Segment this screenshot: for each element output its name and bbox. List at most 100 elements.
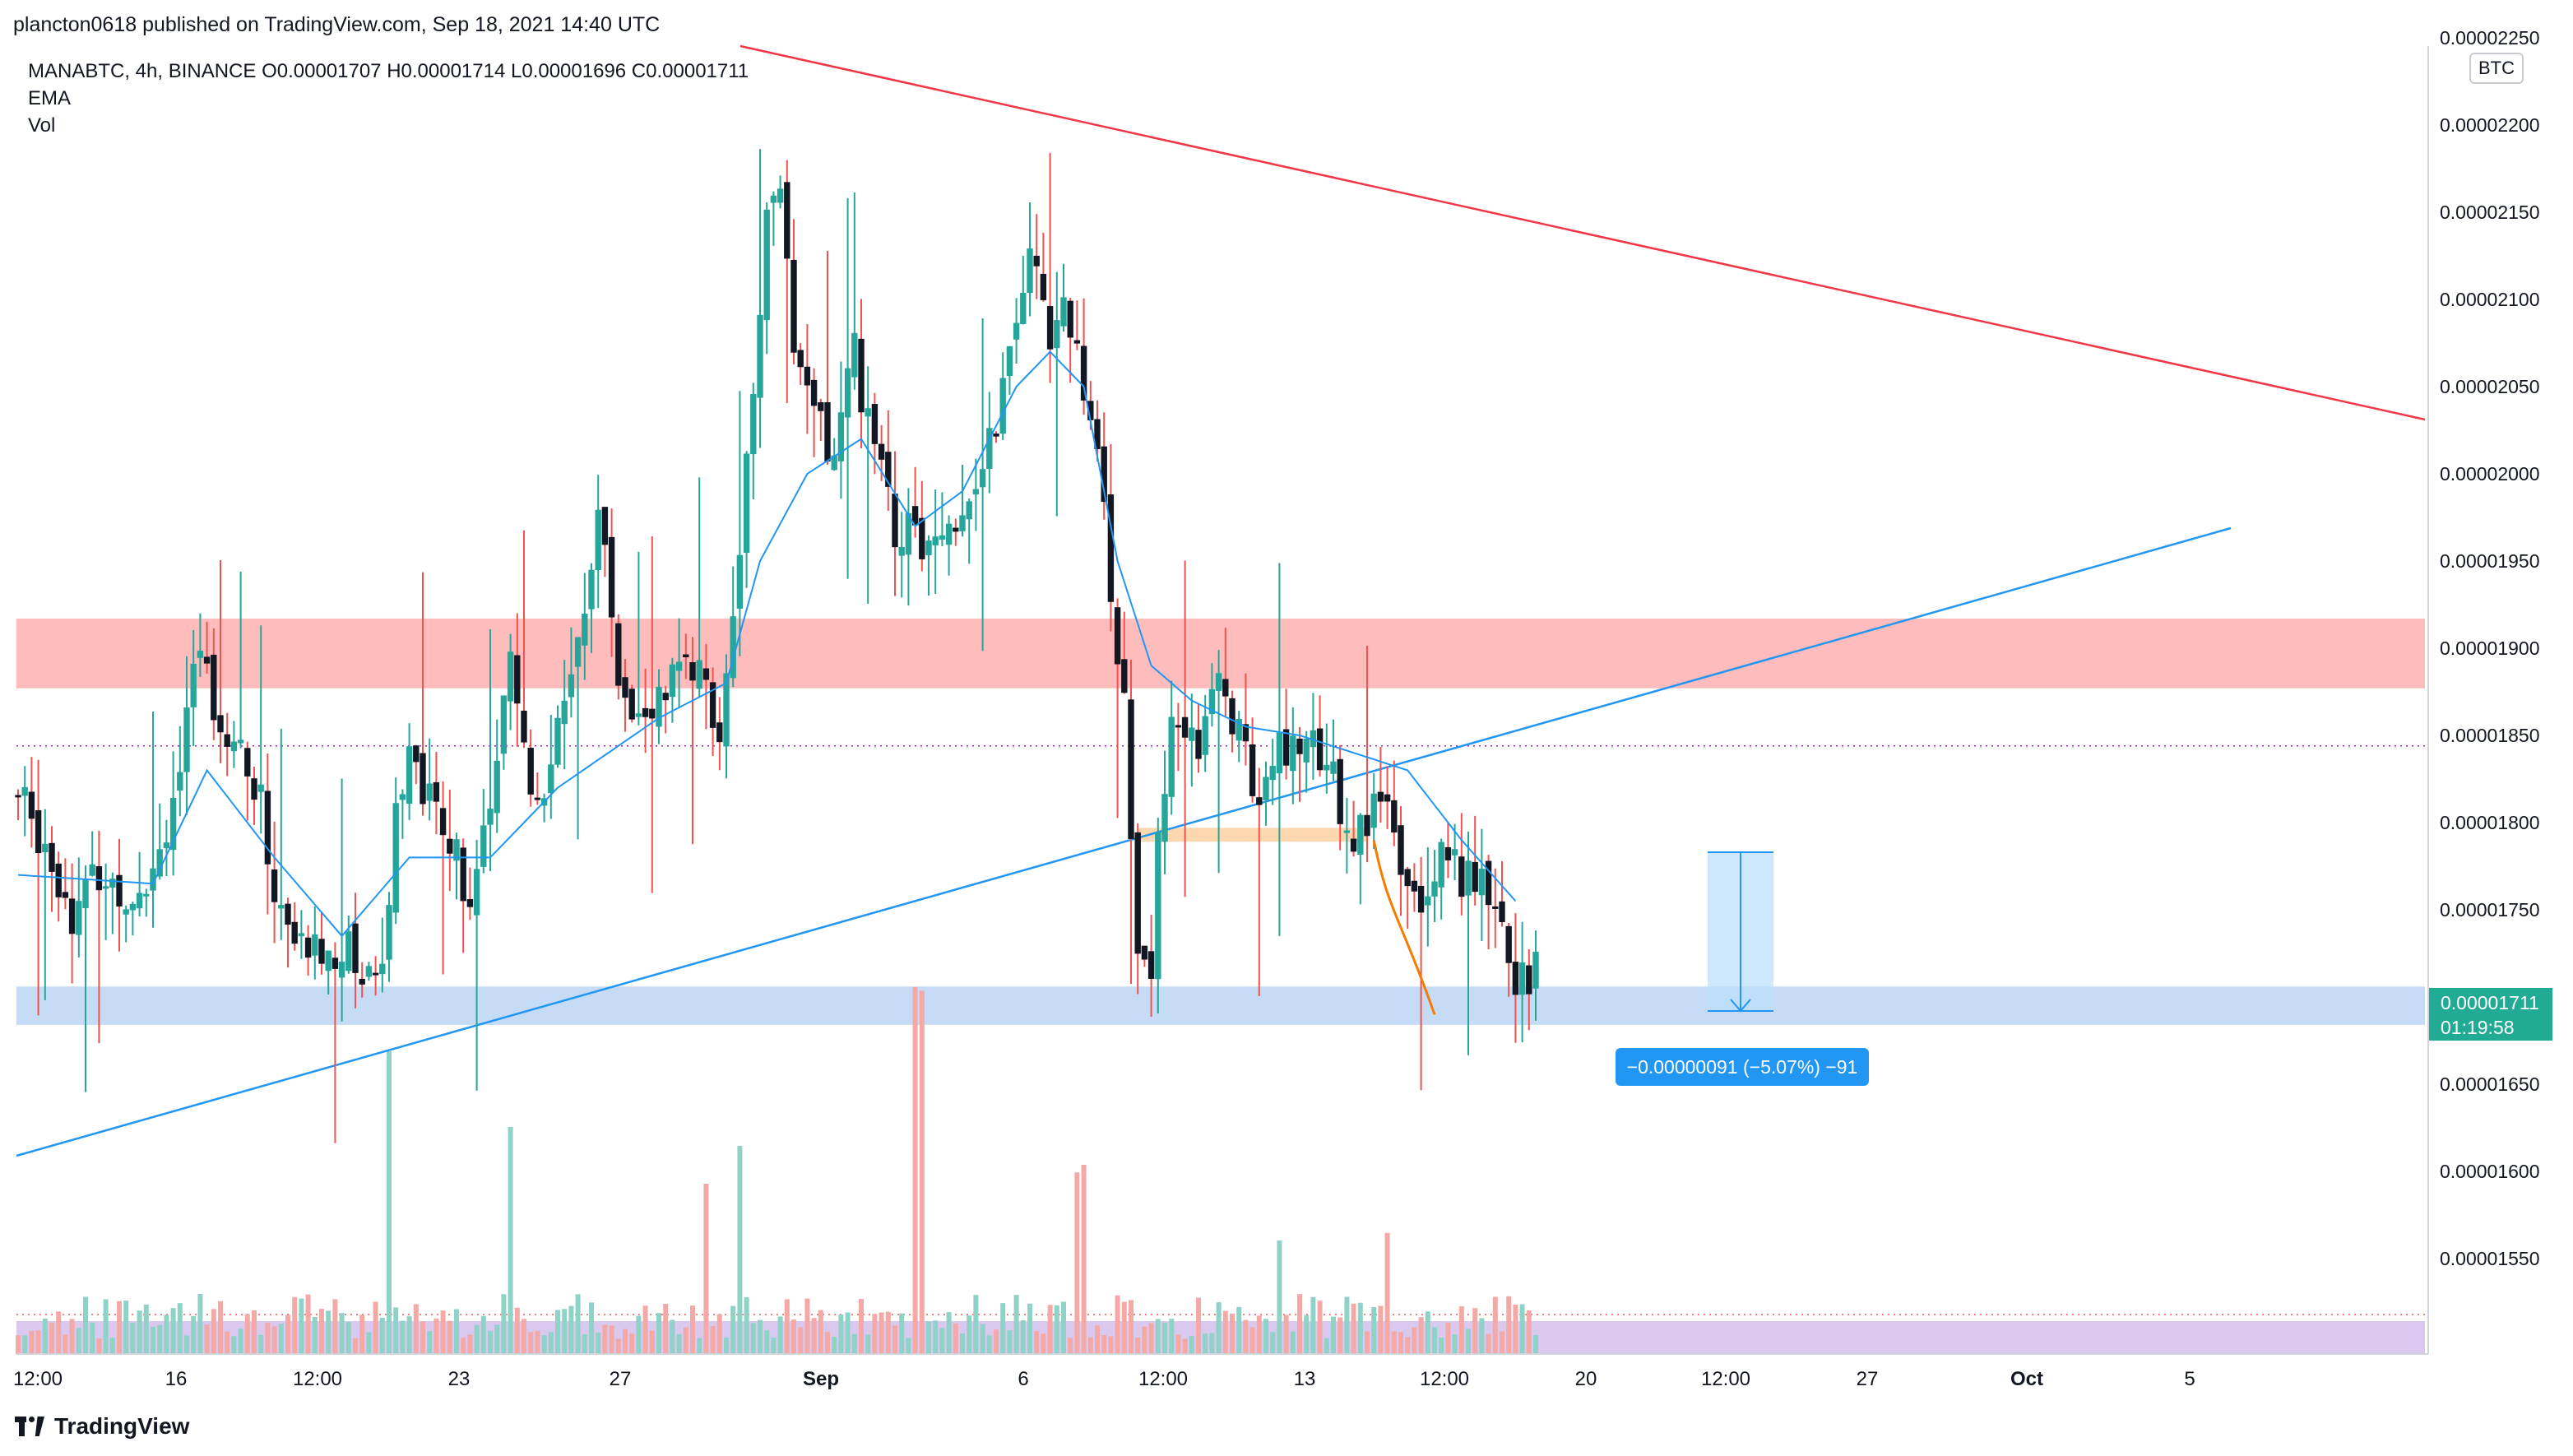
candle-body: [1438, 842, 1444, 888]
candle: [1215, 650, 1222, 874]
candle: [453, 832, 460, 900]
candle: [264, 753, 271, 915]
candle-body: [331, 958, 339, 969]
candle-body: [1384, 794, 1391, 802]
volume-bar: [63, 1334, 68, 1354]
volume-indicator-label[interactable]: Vol: [28, 114, 56, 137]
volume-bar: [480, 1315, 486, 1354]
candle: [447, 789, 453, 892]
volume-bar: [737, 1146, 743, 1354]
volume-bar: [615, 1338, 621, 1354]
volume-bar: [440, 1310, 446, 1354]
candle: [1121, 611, 1128, 694]
volume-bar: [56, 1311, 62, 1354]
candle-body: [1094, 419, 1101, 449]
volume-bar: [986, 1335, 992, 1354]
volume-bar: [541, 1335, 547, 1354]
volume-bar: [508, 1127, 513, 1354]
candle-body: [271, 869, 278, 902]
candle: [1492, 868, 1499, 948]
retest-zone: [1138, 828, 1367, 842]
candle: [426, 738, 433, 821]
candle-body: [76, 901, 82, 935]
candle: [352, 893, 359, 1009]
candle-body: [1398, 825, 1404, 875]
volume-layer: [16, 986, 1538, 1354]
volume-bar: [305, 1294, 311, 1354]
candle: [251, 766, 257, 825]
candle-body: [770, 195, 777, 203]
candle: [1404, 866, 1411, 930]
candle: [1073, 300, 1081, 350]
candle: [150, 712, 156, 928]
volume-bar: [872, 1314, 878, 1354]
volume-bar: [1007, 1330, 1013, 1354]
candle-body: [129, 903, 137, 911]
candle: [1370, 773, 1377, 850]
candle: [1417, 856, 1425, 1091]
candle: [49, 826, 55, 912]
candle-body: [1458, 856, 1465, 897]
candle-body: [1114, 607, 1121, 665]
last-price-value: 0.00001711: [2441, 992, 2539, 1013]
candle: [1080, 298, 1087, 415]
volume-bar: [1135, 1337, 1141, 1354]
volume-bar: [1371, 1307, 1377, 1354]
candle-body: [736, 554, 744, 609]
candle: [109, 872, 116, 934]
volume-bar: [832, 1336, 837, 1354]
candle-body: [757, 314, 763, 398]
measure-layer: [1708, 851, 1773, 1013]
symbol-ohlc-line[interactable]: MANABTC, 4h, BINANCE O0.00001707 H0.0000…: [28, 60, 749, 82]
candle: [932, 489, 939, 594]
volume-bar: [663, 1303, 669, 1354]
candle: [392, 777, 399, 925]
candle: [379, 917, 386, 993]
volume-bar: [582, 1334, 587, 1354]
candle: [1168, 680, 1175, 815]
candle: [494, 719, 500, 833]
candle-body: [851, 332, 858, 378]
candle: [858, 299, 865, 449]
volume-bar: [980, 1324, 985, 1354]
candle-body: [183, 707, 190, 772]
volume-bar: [319, 1309, 324, 1354]
volume-bar: [332, 1299, 338, 1354]
candle: [1006, 345, 1013, 396]
candle: [1147, 914, 1155, 1017]
ema-indicator-label[interactable]: EMA: [28, 87, 72, 109]
volume-bar: [1500, 1331, 1504, 1354]
candle-body: [574, 637, 582, 667]
volume-bar: [522, 1319, 526, 1354]
candle: [1236, 711, 1242, 763]
candle-body: [1451, 849, 1458, 856]
volume-bar: [1162, 1322, 1167, 1354]
candle-body: [399, 794, 406, 800]
currency-badge[interactable]: BTC: [2469, 53, 2524, 84]
candle: [136, 851, 143, 917]
volume-bar: [258, 1334, 264, 1354]
candle: [743, 451, 750, 588]
volume-bar: [278, 1324, 284, 1354]
candle-body: [784, 182, 790, 259]
candle: [723, 654, 730, 779]
volume-bar: [1115, 1295, 1120, 1354]
candle-body: [406, 746, 413, 805]
candle-body: [1465, 860, 1472, 896]
candle: [89, 831, 95, 877]
candle-body: [352, 923, 359, 973]
candle-body: [790, 259, 797, 353]
candle-body: [169, 798, 177, 851]
candle: [116, 838, 123, 952]
price-tick-label: 0.00002100: [2440, 289, 2540, 310]
volume-bar: [1020, 1319, 1026, 1354]
volume-bar: [798, 1327, 804, 1354]
candle-body: [89, 864, 95, 876]
candle: [574, 637, 582, 840]
tradingview-footer[interactable]: TradingView: [15, 1413, 189, 1440]
candle-body: [433, 781, 440, 802]
candle-body: [95, 866, 103, 891]
candle-body: [656, 686, 662, 727]
candle: [177, 726, 183, 817]
